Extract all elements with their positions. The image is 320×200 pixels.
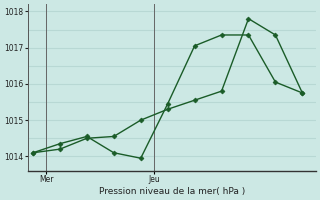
X-axis label: Pression niveau de la mer( hPa ): Pression niveau de la mer( hPa ): [99, 187, 245, 196]
